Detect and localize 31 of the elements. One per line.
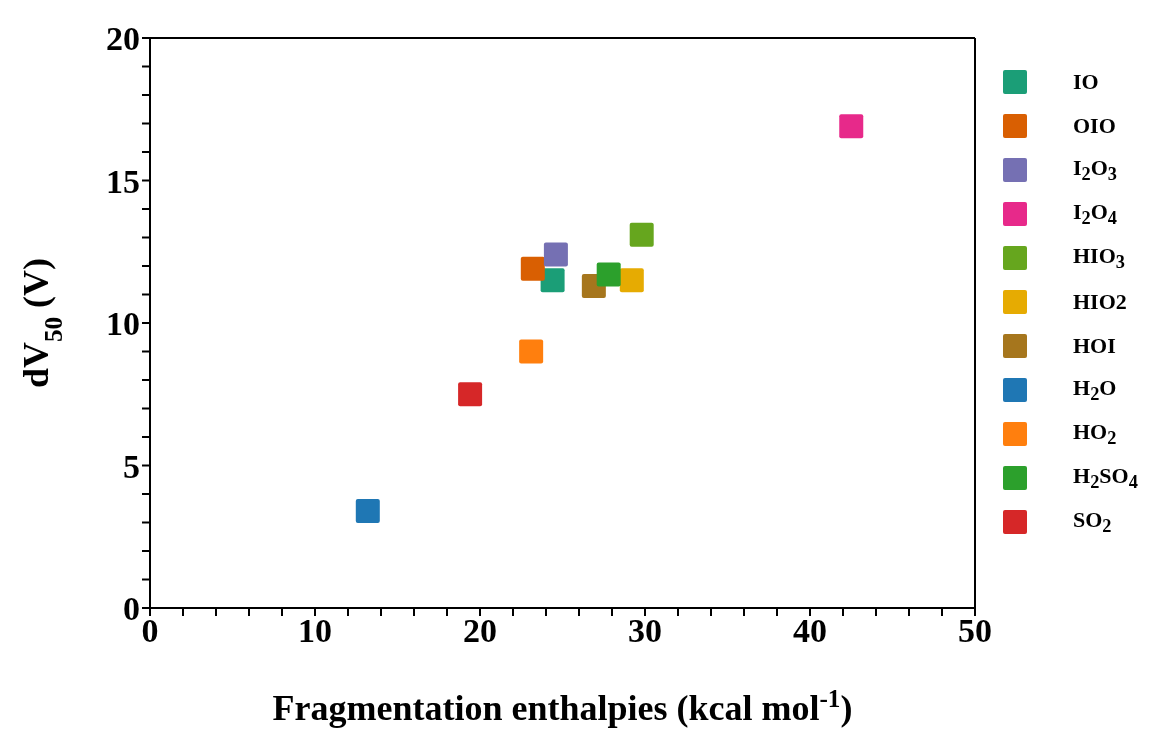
y-tick-label: 10 bbox=[106, 305, 140, 343]
point bbox=[355, 499, 380, 524]
legend-label: IO bbox=[1073, 69, 1099, 95]
y-tick-label: 5 bbox=[123, 447, 140, 485]
legend-label: I$_{2}$O$_{4}$ bbox=[1073, 198, 1118, 230]
legend-label: OIO bbox=[1073, 113, 1116, 139]
point bbox=[619, 268, 644, 293]
y-tick-label: 15 bbox=[106, 162, 140, 200]
legend-label: HIO2 bbox=[1073, 289, 1127, 315]
point bbox=[458, 382, 483, 407]
legend-label: SO$_{2}$ bbox=[1073, 506, 1112, 538]
legend-label: HO$_{2}$ bbox=[1073, 418, 1117, 450]
legend-label: H$_{2}$SO$_{4}$ bbox=[1073, 462, 1138, 494]
x-tick-label: 40 bbox=[793, 612, 827, 650]
point bbox=[839, 114, 864, 139]
point bbox=[519, 339, 544, 364]
point bbox=[520, 256, 545, 281]
point bbox=[629, 222, 654, 247]
x-axis-title: Fragmentation enthalpies (kcal mol$^{-1}$) bbox=[272, 684, 853, 728]
x-tick-label: 50 bbox=[958, 612, 992, 650]
point bbox=[596, 262, 621, 287]
legend-label: HIO$_{3}$ bbox=[1073, 242, 1125, 274]
legend-label: I$_{2}$O$_{3}$ bbox=[1073, 154, 1118, 186]
point bbox=[540, 268, 565, 293]
x-tick-label: 20 bbox=[463, 612, 497, 650]
legend-label: HOI bbox=[1073, 333, 1116, 359]
legend-label: H$_{2}$O bbox=[1073, 374, 1117, 406]
x-tick-label: 30 bbox=[628, 612, 662, 650]
y-tick-label: 20 bbox=[106, 20, 140, 58]
point bbox=[543, 242, 568, 267]
x-tick-label: 10 bbox=[298, 612, 332, 650]
